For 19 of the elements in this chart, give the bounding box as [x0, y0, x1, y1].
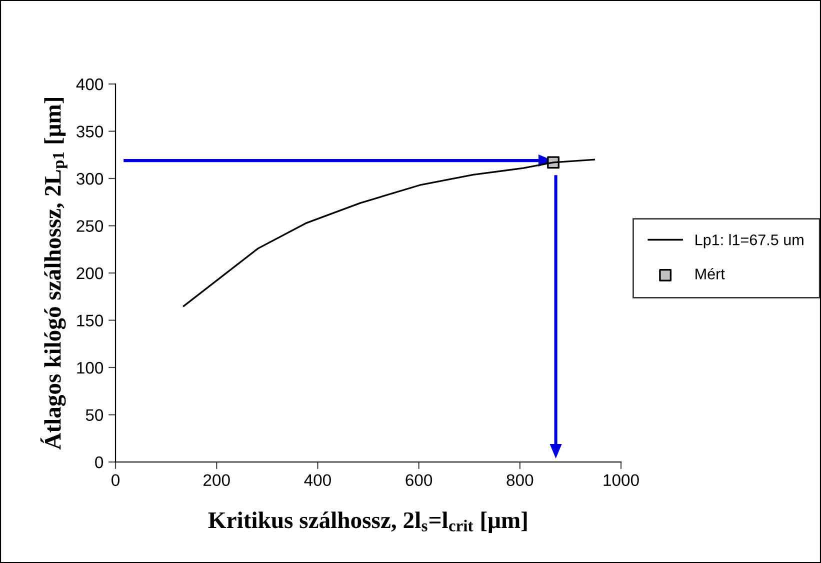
y-tick-label: 150	[77, 314, 104, 326]
x-tick-label: 800	[506, 474, 534, 486]
x-tick-label: 0	[112, 474, 120, 486]
y-tick-label: 200	[76, 267, 104, 280]
y-tick-label: 350	[76, 126, 104, 138]
y-tick-label: 300	[76, 172, 104, 185]
y-tick-label: 400	[76, 78, 104, 90]
legend-label: Mért	[696, 268, 725, 280]
x-tick-label: 600	[406, 474, 432, 486]
legend-label: Lp1: l1=67.5 um	[696, 234, 804, 248]
y-axis-title: Átlagos kilógó szálhossz, 2L$_{p1}$ [μm]	[40, 98, 68, 450]
y-tick-label: 50	[86, 409, 104, 421]
y-tick-label: 100	[77, 362, 104, 374]
x-tick-label: 200	[204, 474, 230, 486]
y-tick-label: 250	[76, 220, 104, 232]
x-axis-title: Kritikus szálhossz, 2l$_{s}$=l$_{crit}$ [μm]	[208, 512, 527, 533]
y-tick-label: 0	[95, 456, 104, 468]
x-tick-label: 400	[304, 474, 331, 486]
x-tick-label: 1000	[604, 474, 639, 486]
